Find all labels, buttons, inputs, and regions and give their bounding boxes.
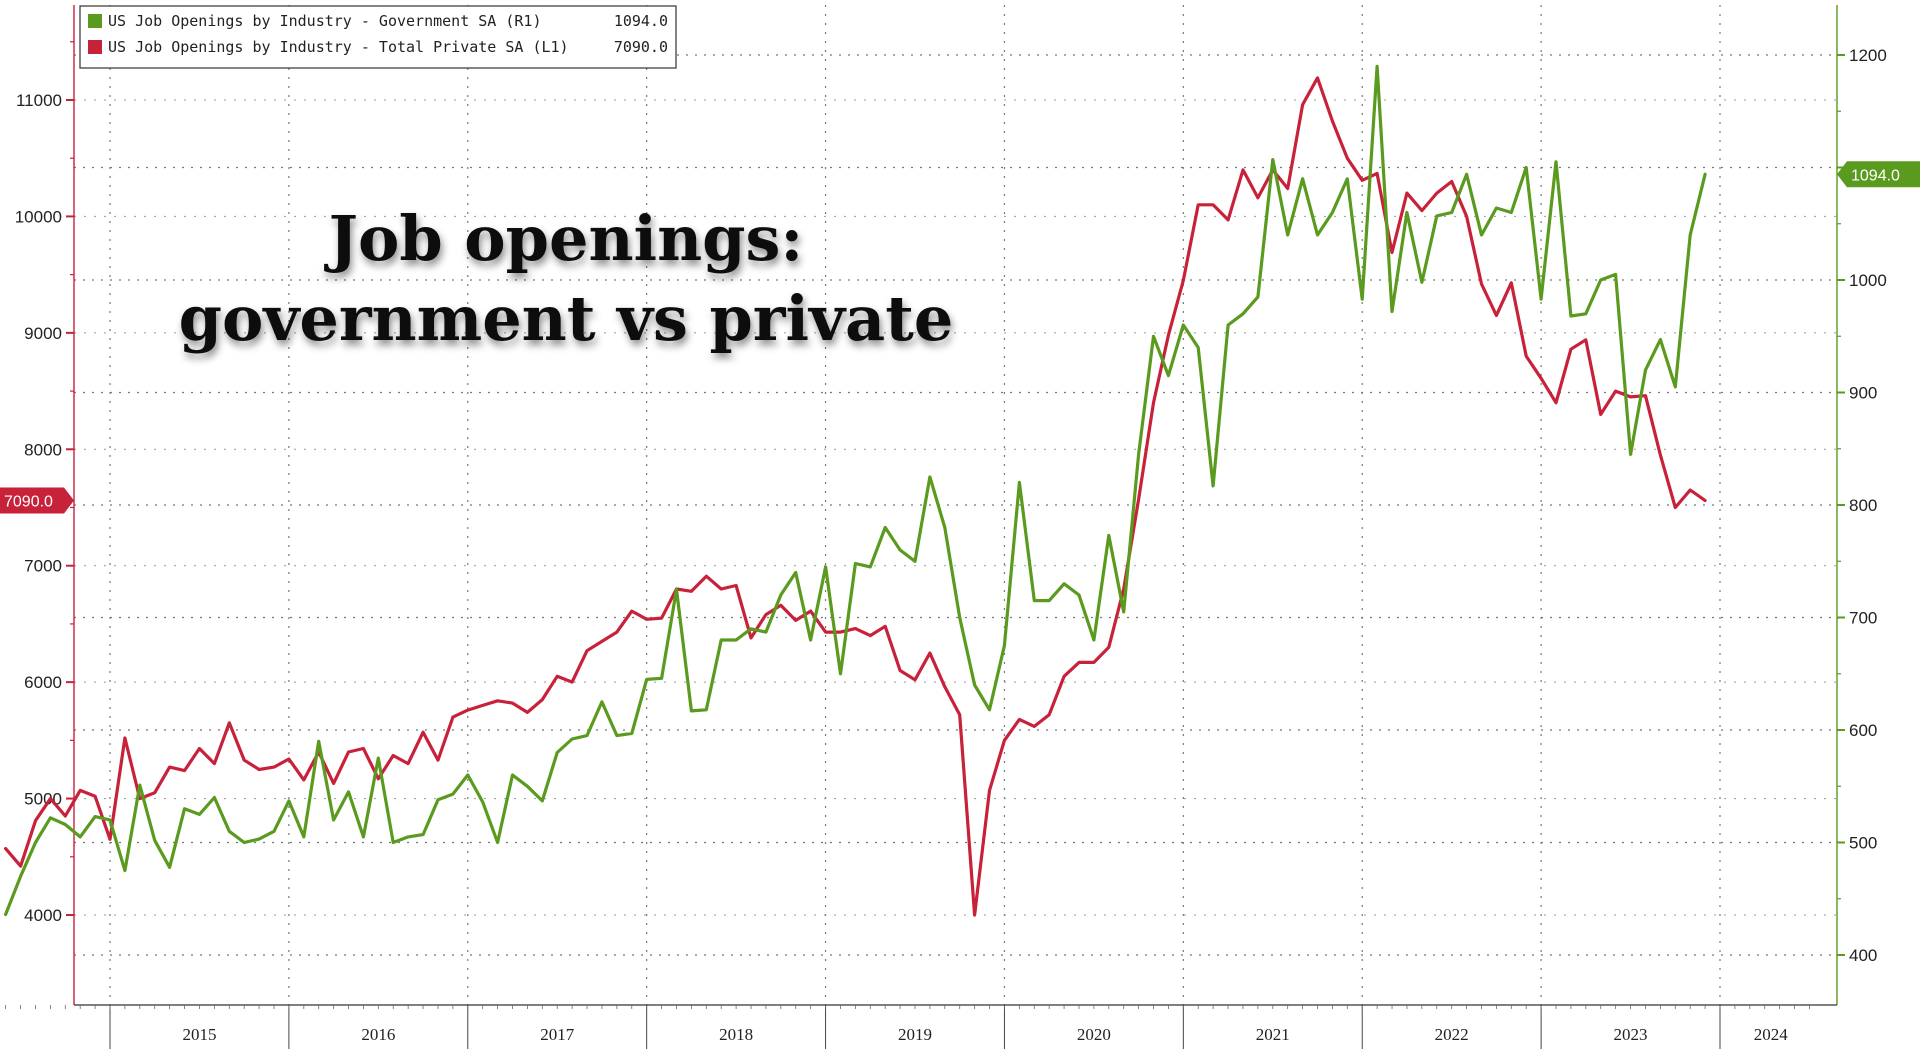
headline-line-1: Job openings:	[324, 202, 804, 275]
right-tick-label-900: 900	[1849, 384, 1877, 403]
right-tick-label-800: 800	[1849, 496, 1877, 515]
right-tick-label-1000: 1000	[1849, 271, 1887, 290]
x-tick-label-2023: 2023	[1614, 1025, 1648, 1044]
right-tick-label-600: 600	[1849, 721, 1877, 740]
left-tick-label-9000: 9000	[24, 324, 62, 343]
left-tick-label-7000: 7000	[24, 557, 62, 576]
private-badge-shape	[0, 487, 74, 514]
x-tick-label-2021: 2021	[1256, 1025, 1290, 1044]
left-tick-label-11000: 11000	[16, 91, 62, 110]
left-tick-label-4000: 4000	[24, 906, 62, 925]
legend-swatch-private	[88, 40, 102, 54]
series-line-private	[3, 76, 1707, 917]
left-tick-label-5000: 5000	[24, 790, 62, 809]
left-tick-label-8000: 8000	[24, 440, 62, 459]
right-tick-label-400: 400	[1849, 946, 1877, 965]
last-value-badges: 1094.0 7090.0	[0, 161, 1920, 514]
gridlines	[74, 5, 1837, 1005]
legend-value-government: 1094.0	[614, 12, 668, 30]
x-tick-label-2019: 2019	[898, 1025, 932, 1044]
headline: Job openings: government vs private	[179, 202, 954, 355]
legend-label-government: US Job Openings by Industry - Government…	[108, 12, 541, 30]
right-tick-label-700: 700	[1849, 609, 1877, 628]
legend-label-private: US Job Openings by Industry - Total Priv…	[108, 38, 569, 56]
legend-swatch-government	[88, 14, 102, 28]
x-tick-label-2018: 2018	[719, 1025, 753, 1044]
right-tick-label-1200: 1200	[1849, 46, 1887, 65]
legend-value-private: 7090.0	[614, 38, 668, 56]
legend: US Job Openings by Industry - Government…	[79, 5, 677, 69]
series-line-government	[3, 64, 1707, 917]
government-badge-label: 1094.0	[1851, 167, 1900, 184]
x-tick-label-2016: 2016	[361, 1025, 395, 1044]
axes: 4000 5000 6000 7000 8000 9000 10000 11000 400 500…	[5, 5, 1887, 1049]
government-badge-shape	[1837, 161, 1920, 188]
private-badge-label: 7090.0	[4, 494, 53, 511]
x-tick-label-2024: 2024	[1754, 1025, 1789, 1044]
x-tick-label-2015: 2015	[182, 1025, 216, 1044]
series-layer	[3, 64, 1707, 917]
left-tick-label-6000: 6000	[24, 673, 62, 692]
government-last-value-badge: 1094.0	[1837, 161, 1920, 188]
x-tick-label-2020: 2020	[1077, 1025, 1111, 1044]
right-tick-label-500: 500	[1849, 834, 1877, 853]
left-tick-label-10000: 10000	[15, 207, 62, 226]
x-tick-label-2017: 2017	[540, 1025, 575, 1044]
legend-box	[79, 5, 677, 69]
x-tick-label-2022: 2022	[1435, 1025, 1469, 1044]
private-last-value-badge: 7090.0	[0, 487, 74, 514]
headline-line-2: government vs private	[179, 282, 954, 355]
